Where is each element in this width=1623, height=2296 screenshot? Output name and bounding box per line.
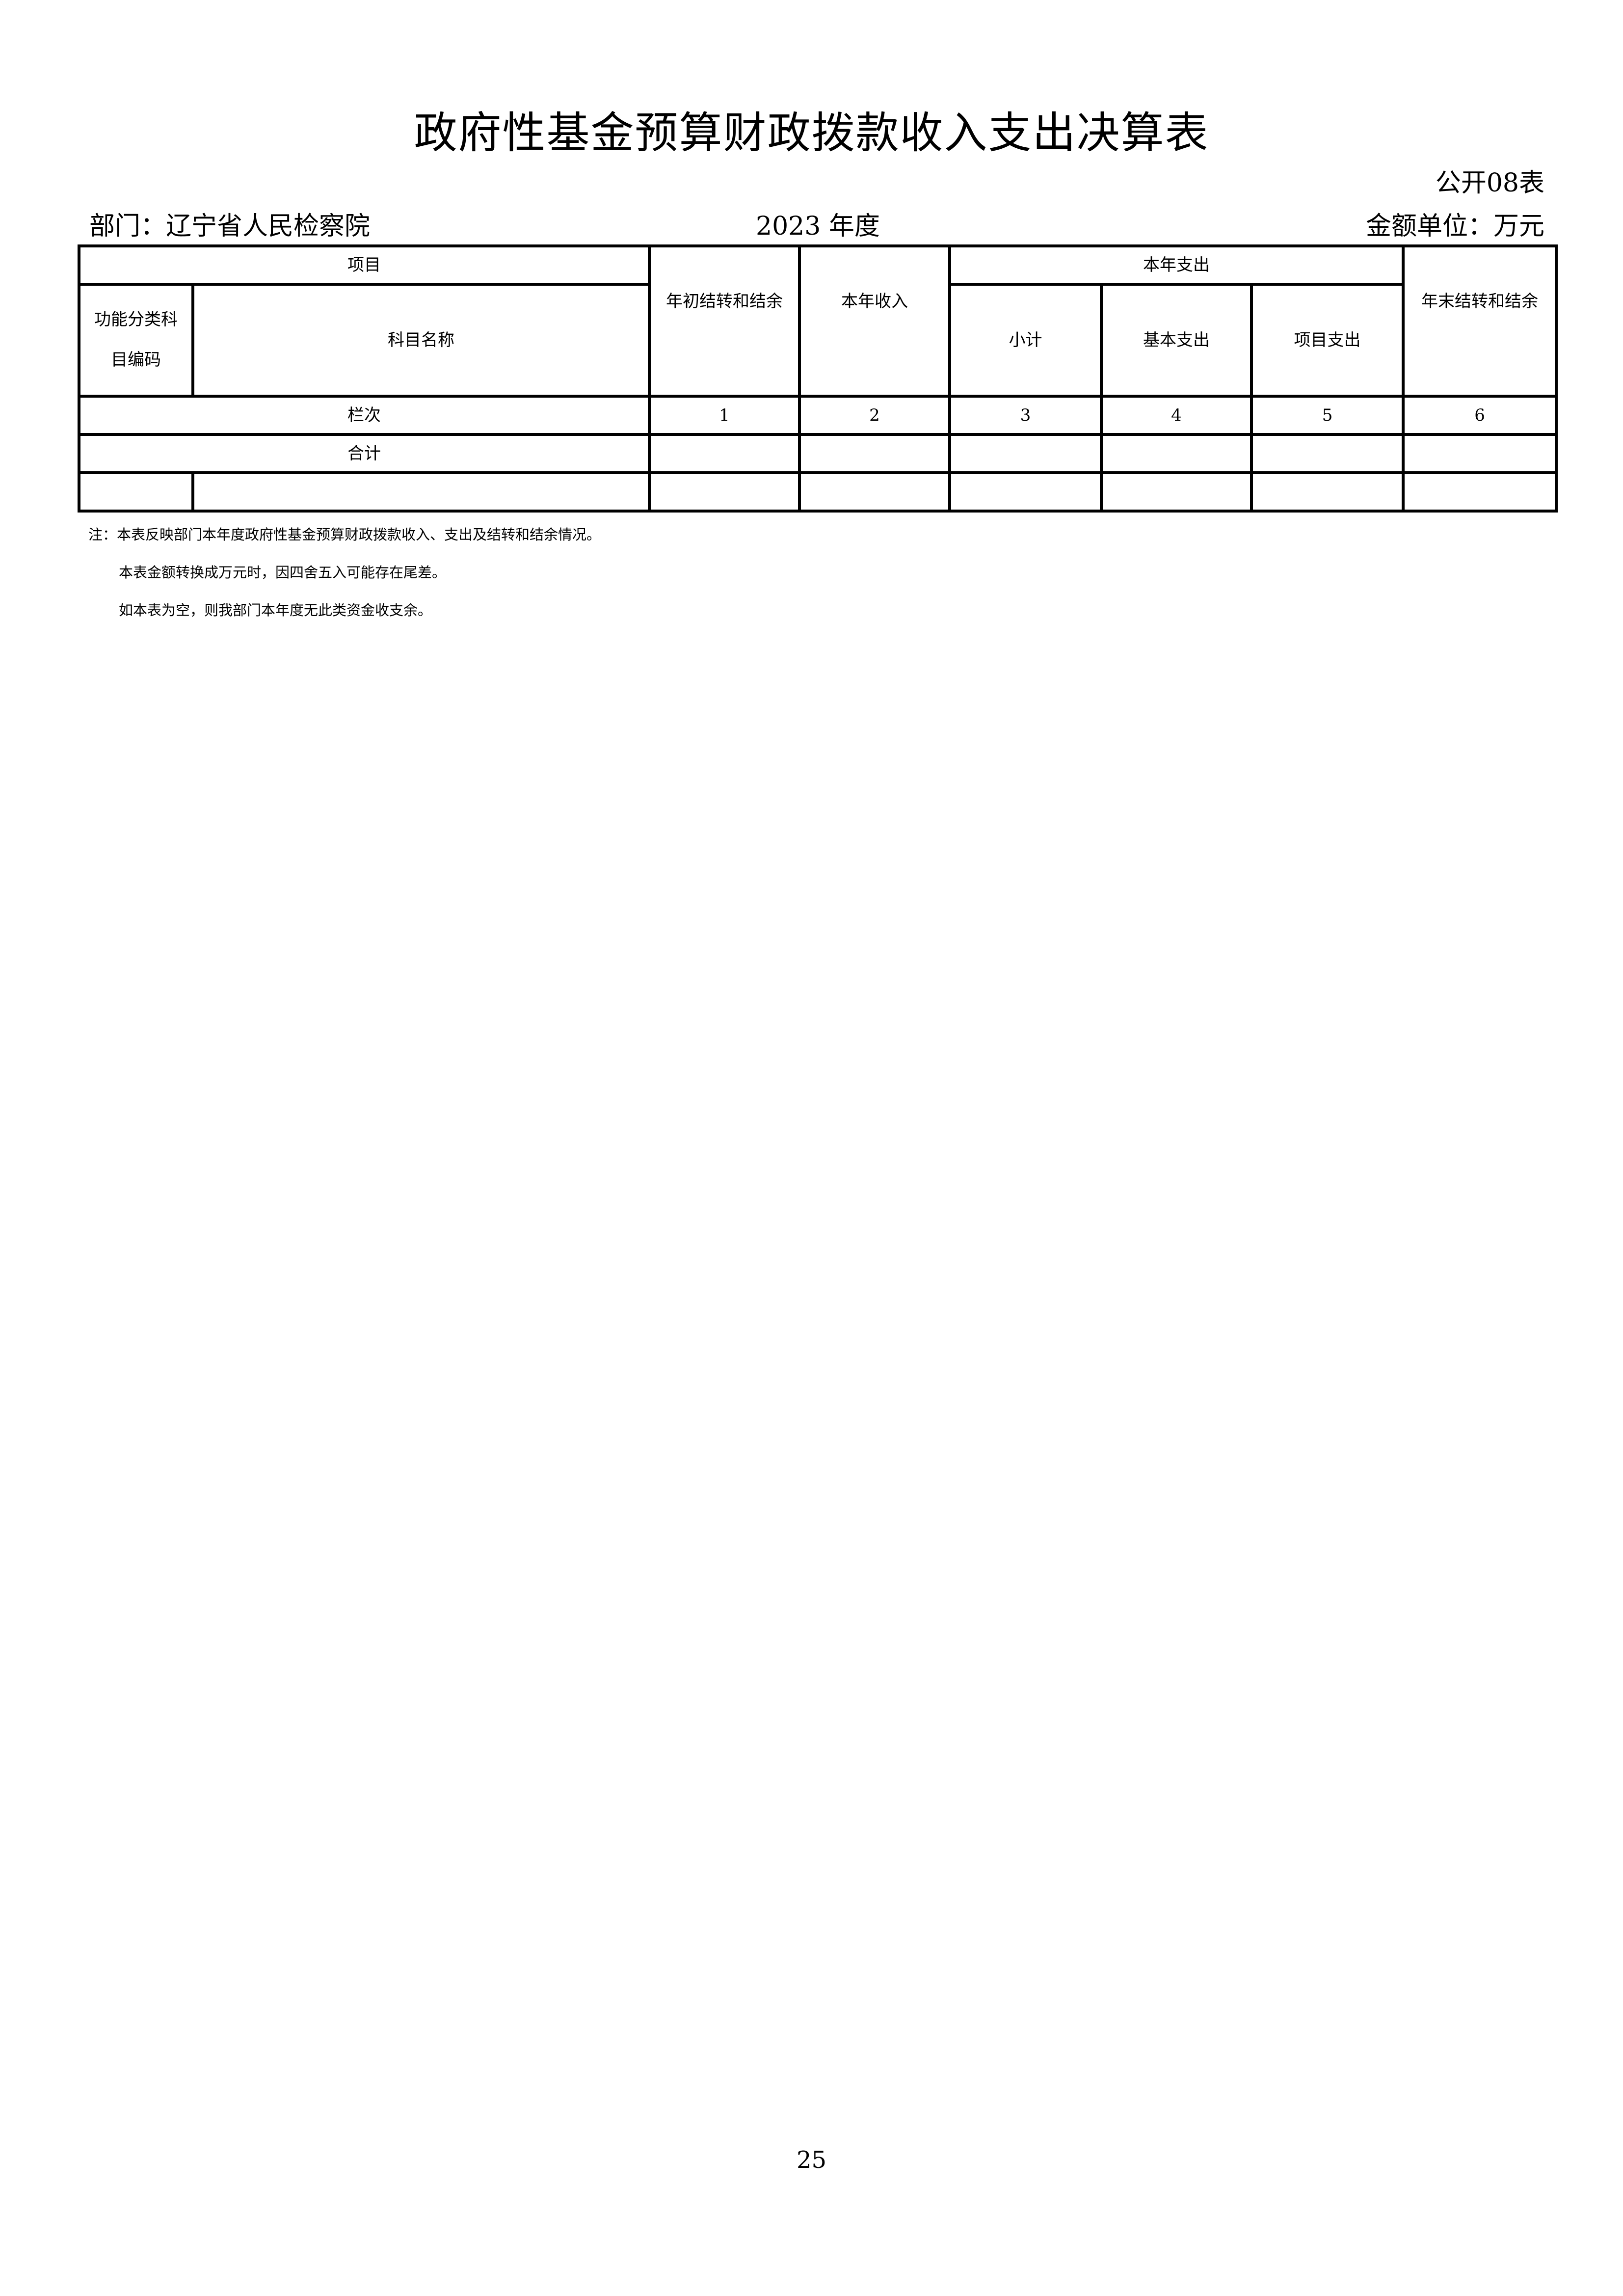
note-line: 本表金额转换成万元时，因四舍五入可能存在尾差。 <box>119 564 447 581</box>
amount-unit: 金额单位：万元 <box>1365 212 1544 241</box>
header-name: 科目名称 <box>191 283 651 398</box>
note-line: 如本表为空，则我部门本年度无此类资金收支余。 <box>119 602 432 619</box>
empty-cell <box>1402 471 1558 513</box>
index-cell: 6 <box>1402 395 1558 436</box>
index-cell: 5 <box>1250 395 1405 436</box>
header-basic: 基本支出 <box>1100 283 1253 398</box>
header-begin-balance: 年初结转和结余 <box>648 244 801 398</box>
header-end-balance: 年末结转和结余 <box>1402 244 1558 398</box>
note-line: 注：本表反映部门本年度政府性基金预算财政拨款收入、支出及结转和结余情况。 <box>88 526 601 543</box>
empty-cell <box>648 433 801 474</box>
header-subtotal: 小计 <box>948 283 1103 398</box>
empty-cell <box>1100 471 1253 513</box>
empty-cell <box>1250 471 1405 513</box>
empty-cell <box>1250 433 1405 474</box>
header-expense: 本年支出 <box>948 244 1405 286</box>
table-row-empty <box>78 471 1558 513</box>
header-income: 本年收入 <box>798 244 951 398</box>
empty-cell <box>1402 433 1558 474</box>
empty-cell <box>798 471 951 513</box>
index-cell: 1 <box>648 395 801 436</box>
header-project: 项目支出 <box>1250 283 1405 398</box>
page-title: 政府性基金预算财政拨款收入支出决算表 <box>414 108 1209 158</box>
department: 部门：辽宁省人民检察院 <box>89 212 371 241</box>
empty-cell <box>1100 433 1253 474</box>
header-code: 功能分类科目编码 <box>78 283 194 398</box>
row-total-label: 合计 <box>78 433 651 474</box>
table-row-total: 合计 <box>78 433 1558 474</box>
page-number: 25 <box>796 2146 827 2174</box>
table-row-index: 栏次 1 2 3 4 5 6 <box>78 395 1558 436</box>
budget-table: 项目 年初结转和结余 本年收入 本年支出 年末结转和结余 功能分类科目编码 科目… <box>78 244 1558 513</box>
fiscal-year: 2023 年度 <box>756 212 880 241</box>
empty-cell <box>78 471 194 513</box>
row-index-label: 栏次 <box>78 395 651 436</box>
index-cell: 3 <box>948 395 1103 436</box>
empty-cell <box>648 471 801 513</box>
empty-cell <box>798 433 951 474</box>
index-cell: 4 <box>1100 395 1253 436</box>
header-item: 项目 <box>78 244 651 286</box>
empty-cell <box>948 471 1103 513</box>
table-code: 公开08表 <box>1435 168 1544 198</box>
empty-cell <box>948 433 1103 474</box>
index-cell: 2 <box>798 395 951 436</box>
empty-cell <box>191 471 651 513</box>
